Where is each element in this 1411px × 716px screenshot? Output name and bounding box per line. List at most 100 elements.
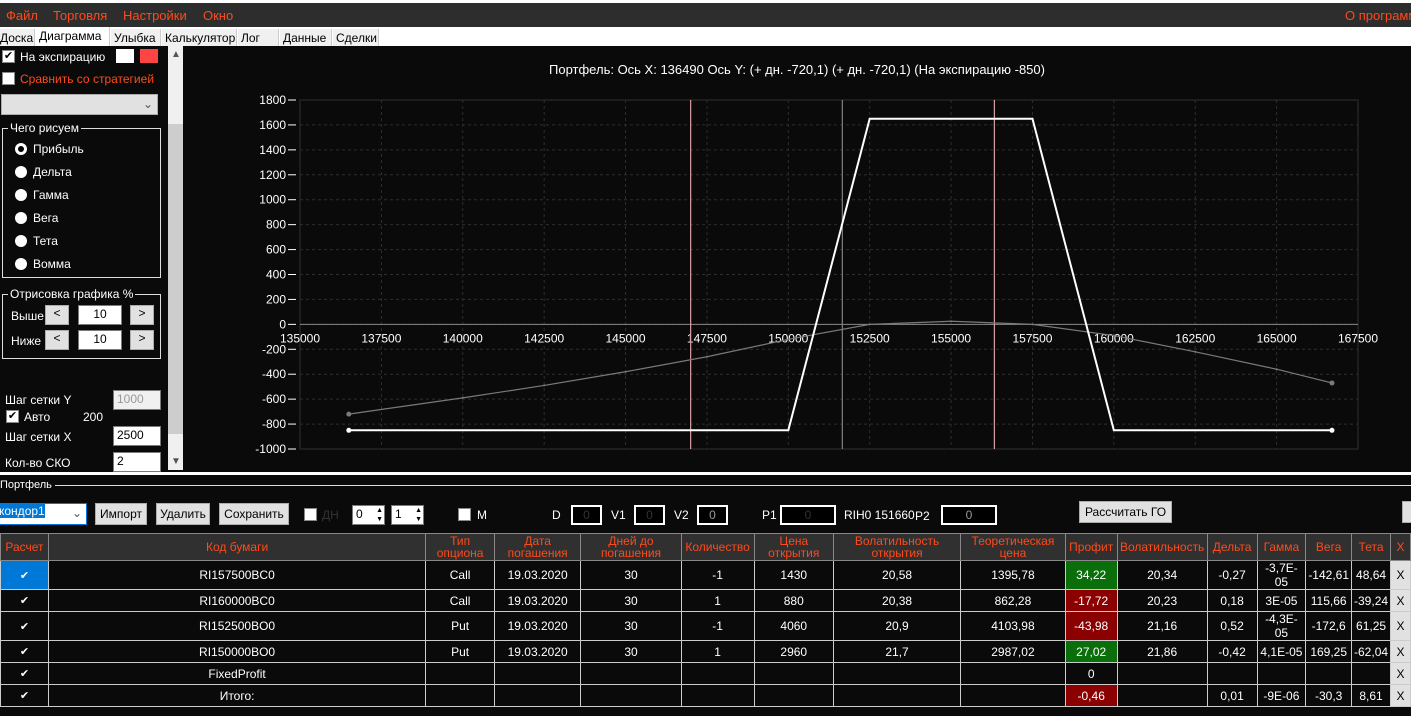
- above-input[interactable]: 10: [78, 305, 122, 325]
- radio-gamma[interactable]: [15, 189, 27, 201]
- tab-log[interactable]: Лог: [238, 29, 279, 46]
- spinner-arrows-icon[interactable]: ▲ ▼: [415, 507, 422, 523]
- v2-input[interactable]: 0: [697, 505, 728, 525]
- expiration-checkbox[interactable]: ✔: [2, 50, 15, 63]
- calc-checkbox[interactable]: ✔: [0, 662, 49, 685]
- table-cell: RI150000BO0: [47, 640, 427, 663]
- column-header[interactable]: Код бумаги: [47, 533, 427, 561]
- delete-row-button[interactable]: X: [1390, 589, 1411, 612]
- table-cell: 1: [680, 589, 755, 612]
- calc-checkbox[interactable]: ✔: [0, 640, 49, 663]
- above-increase-button[interactable]: >: [130, 305, 154, 325]
- column-header[interactable]: X: [1390, 533, 1411, 561]
- scroll-thumb[interactable]: [168, 124, 183, 434]
- column-header[interactable]: Теоретическая цена: [960, 533, 1066, 561]
- menu-about[interactable]: О программе: [1345, 8, 1411, 23]
- m-checkbox[interactable]: [458, 508, 471, 521]
- expiration-color-swatch[interactable]: [116, 49, 134, 63]
- tab-deals[interactable]: Сделки: [333, 29, 379, 46]
- radio-vega[interactable]: [15, 212, 27, 224]
- table-row[interactable]: ✔ RI157500BC0 Call 19.03.2020 30 -1 1430 20,58 1…: [0, 560, 1411, 590]
- tab-data[interactable]: Данные: [280, 29, 332, 46]
- table-cell: -1: [680, 611, 755, 641]
- dn-checkbox[interactable]: [304, 508, 317, 521]
- tab-calculator[interactable]: Калькулятор: [162, 29, 237, 46]
- table-cell: 4103,98: [960, 611, 1066, 641]
- calc-checkbox[interactable]: ✔: [0, 611, 49, 641]
- delete-row-button[interactable]: X: [1390, 684, 1411, 707]
- column-header[interactable]: Дней до погашения: [580, 533, 682, 561]
- tab-diagram[interactable]: Диаграмма: [36, 27, 110, 46]
- x-tick-label: 162500: [1175, 331, 1215, 345]
- column-header[interactable]: Гамма: [1256, 533, 1307, 561]
- x-tick-label: 165000: [1257, 331, 1297, 345]
- radio-vomma[interactable]: [15, 258, 27, 270]
- calc-checkbox[interactable]: ✔: [0, 589, 49, 612]
- left-panel-scrollbar[interactable]: ▲ ▼: [168, 46, 183, 470]
- extra-button[interactable]: [1402, 501, 1411, 523]
- table-cell: 21,7: [832, 640, 962, 663]
- delete-button[interactable]: Удалить: [156, 503, 210, 525]
- radio-delta[interactable]: [15, 166, 27, 178]
- column-header[interactable]: Вега: [1305, 533, 1353, 561]
- scroll-down-icon[interactable]: ▼: [171, 456, 181, 467]
- grid-y-input[interactable]: 1000: [113, 390, 161, 410]
- column-header[interactable]: Дата погашения: [493, 533, 582, 561]
- calc-go-button[interactable]: Рассчитать ГО: [1079, 501, 1172, 523]
- tab-board[interactable]: Доска: [0, 29, 35, 46]
- p2-input[interactable]: 0: [941, 505, 997, 525]
- delete-row-button[interactable]: X: [1390, 560, 1411, 590]
- delete-row-button[interactable]: X: [1390, 611, 1411, 641]
- column-header[interactable]: Дельта: [1206, 533, 1258, 561]
- menu-window[interactable]: Окно: [203, 8, 234, 23]
- delete-row-button[interactable]: X: [1390, 662, 1411, 685]
- table-cell: -0,46: [1064, 684, 1118, 707]
- table-row[interactable]: ✔ RI152500BO0 Put 19.03.2020 30 -1 4060 20,9 410…: [0, 611, 1411, 641]
- sko-input[interactable]: 2: [113, 452, 161, 472]
- column-header[interactable]: Тета: [1351, 533, 1392, 561]
- below-increase-button[interactable]: >: [130, 330, 154, 350]
- column-header[interactable]: Расчет: [0, 533, 49, 561]
- spinner-arrows-icon[interactable]: ▲ ▼: [376, 507, 383, 523]
- tab-smile[interactable]: Улыбка: [111, 29, 161, 46]
- column-header[interactable]: Тип опциона: [425, 533, 495, 561]
- compare-checkbox[interactable]: [2, 72, 15, 85]
- menu-settings[interactable]: Настройки: [123, 8, 187, 23]
- below-input[interactable]: 10: [78, 330, 122, 350]
- column-header[interactable]: Волатильность открытия: [832, 533, 962, 561]
- column-header[interactable]: Волатильность: [1116, 533, 1208, 561]
- save-button[interactable]: Сохранить: [219, 503, 289, 525]
- spin1-input[interactable]: 0 ▲ ▼: [352, 505, 385, 525]
- above-decrease-button[interactable]: <: [45, 305, 69, 325]
- column-header[interactable]: Цена открытия: [753, 533, 834, 561]
- strategy-select[interactable]: ⌄: [1, 94, 158, 115]
- grid-x-input[interactable]: 2500: [113, 426, 161, 446]
- portfolio-select[interactable]: кондор1 ⌄: [0, 503, 87, 525]
- scroll-up-icon[interactable]: ▲: [171, 49, 181, 60]
- x-tick-label: 157500: [1012, 331, 1052, 345]
- import-button[interactable]: Импорт: [95, 503, 147, 525]
- column-header[interactable]: Профит: [1064, 533, 1118, 561]
- table-cell: RI157500BC0: [47, 560, 427, 590]
- menu-file[interactable]: Файл: [6, 8, 38, 23]
- column-header[interactable]: Количество: [680, 533, 755, 561]
- d-input[interactable]: 0: [571, 505, 602, 525]
- v1-input[interactable]: 0: [634, 505, 665, 525]
- table-row[interactable]: ✔ FixedProfit 0 X: [0, 662, 1411, 685]
- menu-trading[interactable]: Торговля: [53, 8, 108, 23]
- calc-checkbox[interactable]: ✔: [0, 560, 49, 590]
- table-row[interactable]: ✔ RI160000BC0 Call 19.03.2020 30 1 880 20,38 862…: [0, 589, 1411, 612]
- below-decrease-button[interactable]: <: [45, 330, 69, 350]
- radio-theta[interactable]: [15, 235, 27, 247]
- radio-profit[interactable]: [15, 143, 27, 155]
- auto-label: Авто: [24, 410, 51, 424]
- p1-input[interactable]: 0: [780, 505, 836, 525]
- current-color-swatch[interactable]: [140, 49, 158, 63]
- delete-row-button[interactable]: X: [1390, 640, 1411, 663]
- table-cell: [753, 684, 834, 707]
- spin2-input[interactable]: 1 ▲ ▼: [391, 505, 424, 525]
- table-row[interactable]: ✔ RI150000BO0 Put 19.03.2020 30 1 2960 21,7 2987…: [0, 640, 1411, 663]
- calc-checkbox[interactable]: ✔: [0, 684, 49, 707]
- table-row[interactable]: ✔ Итого: -0,46 0,01 -9E-06 -30,3 8,61 X: [0, 684, 1411, 707]
- auto-checkbox[interactable]: ✔: [6, 410, 19, 423]
